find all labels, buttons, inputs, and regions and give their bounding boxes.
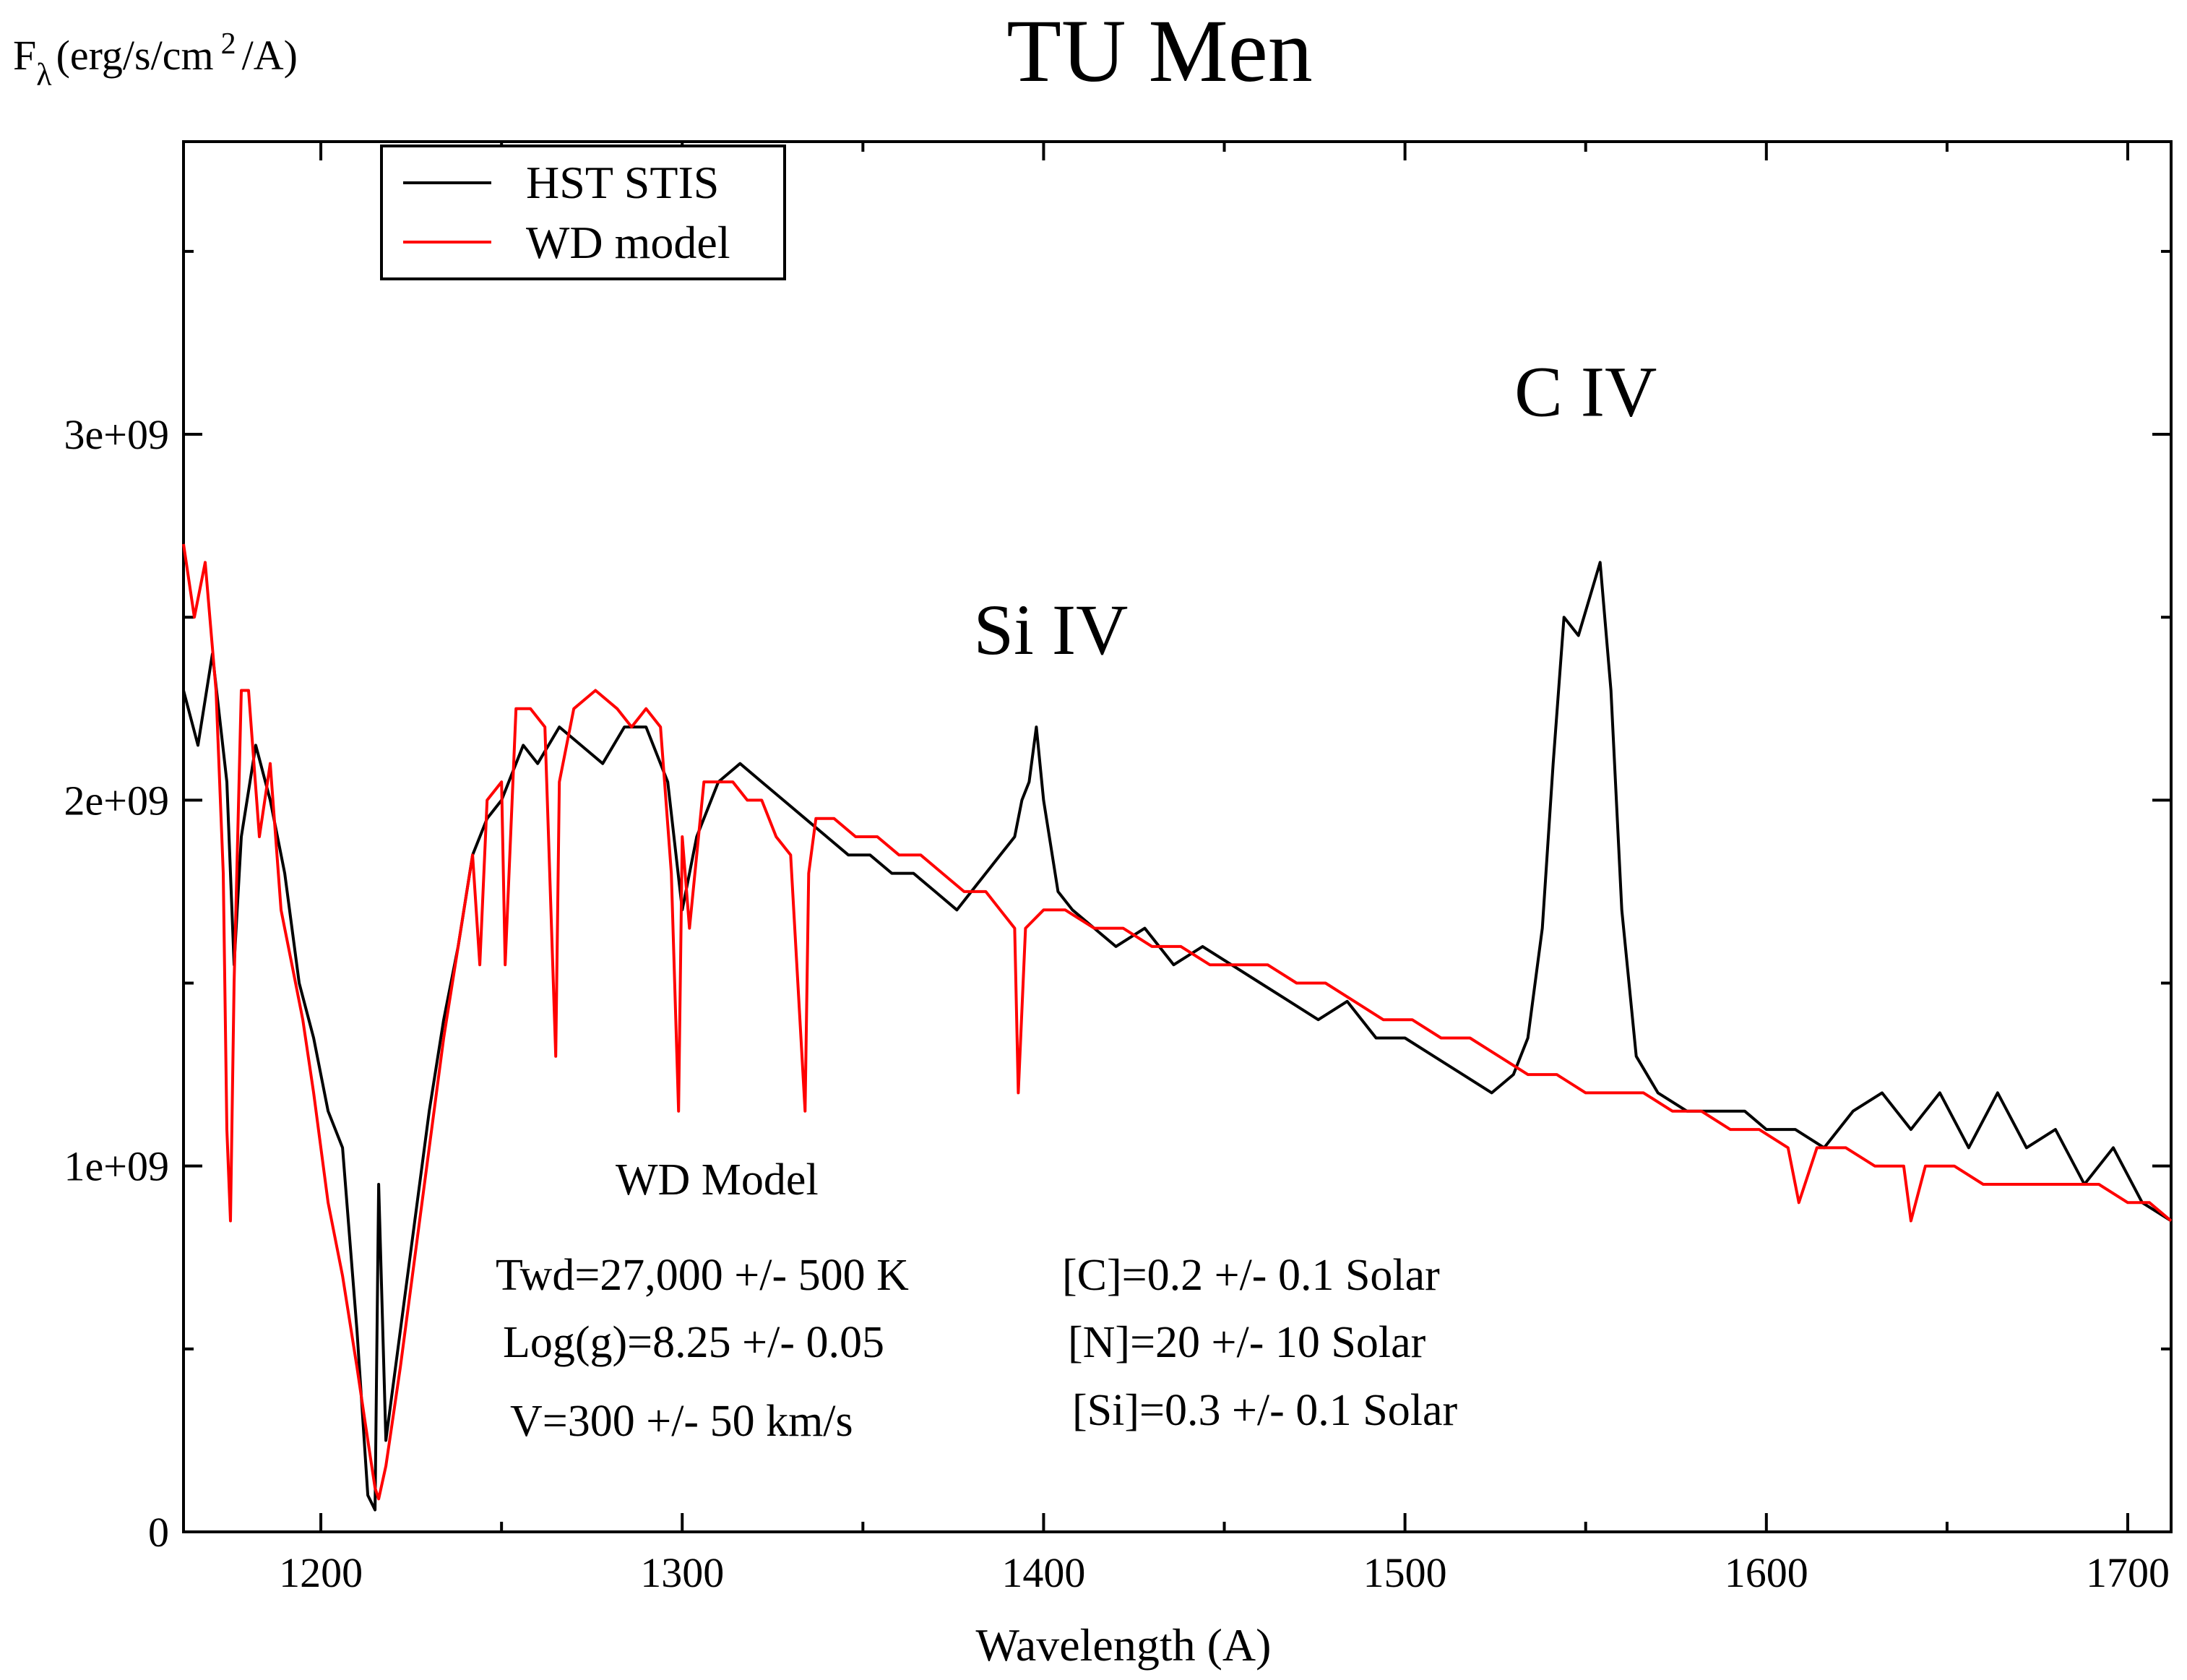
- model-heading: WD Model: [616, 1155, 819, 1205]
- annotation-layer: C IV Si IV: [973, 352, 1657, 670]
- model-param-twd: Twd=27,000 +/- 500 K: [496, 1251, 909, 1300]
- model-param-logg: Log(g)=8.25 +/- 0.05: [503, 1318, 884, 1367]
- x-tick-label: 1500: [1363, 1549, 1447, 1596]
- y-axis-ticks: 0 1e+09 2e+09 3e+09: [64, 249, 2171, 1556]
- model-param-silicon: [Si]=0.3 +/- 0.1 Solar: [1072, 1386, 1458, 1435]
- x-tick-label: 1200: [279, 1549, 363, 1596]
- plot-frame: [182, 140, 2173, 1533]
- x-tick-label: 1400: [1001, 1549, 1085, 1596]
- x-axis-label: Wavelength (A): [976, 1619, 1272, 1671]
- y-axis-label-units-sup: 2: [221, 27, 236, 61]
- model-param-nitrogen: [N]=20 +/- 10 Solar: [1068, 1318, 1426, 1367]
- x-tick-label: 1600: [1725, 1549, 1808, 1596]
- legend-box: [380, 145, 786, 280]
- annotation-c-iv: C IV: [1514, 352, 1657, 432]
- series-layer: [182, 543, 2173, 1512]
- model-parameters: WD Model Twd=27,000 +/- 500 K Log(g)=8.2…: [496, 1155, 1458, 1446]
- y-tick-label: 0: [148, 1509, 169, 1556]
- y-tick-label: 2e+09: [64, 777, 169, 824]
- annotation-si-iv: Si IV: [973, 590, 1128, 670]
- y-tick-label: 1e+09: [64, 1143, 169, 1190]
- x-tick-label: 1700: [2086, 1549, 2170, 1596]
- x-tick-label: 1300: [640, 1549, 724, 1596]
- legend: HST STIS WD model: [380, 145, 786, 280]
- x-axis-ticks: 1200 1300 1400 1500 1600 1700: [279, 142, 2170, 1596]
- legend-label-wd-model: WD model: [526, 217, 730, 268]
- y-axis-label: Fλ (erg/s/cm 2/A): [13, 27, 298, 92]
- y-axis-label-main: F: [13, 32, 36, 79]
- model-param-carbon: [C]=0.2 +/- 0.1 Solar: [1062, 1251, 1440, 1300]
- y-axis-label-units-suffix: /A): [242, 32, 298, 79]
- chart-title: TU Men: [1006, 1, 1313, 100]
- model-param-velocity: V=300 +/- 50 km/s: [510, 1397, 853, 1446]
- series-line-hst-stis: [182, 561, 2173, 1512]
- y-axis-label-subscript: λ: [36, 57, 52, 92]
- y-tick-label: 3e+09: [64, 411, 169, 458]
- series-line-wd-model: [182, 543, 2173, 1501]
- legend-label-hst-stis: HST STIS: [526, 157, 719, 208]
- y-axis-label-units-prefix: (erg/s/cm: [56, 32, 214, 79]
